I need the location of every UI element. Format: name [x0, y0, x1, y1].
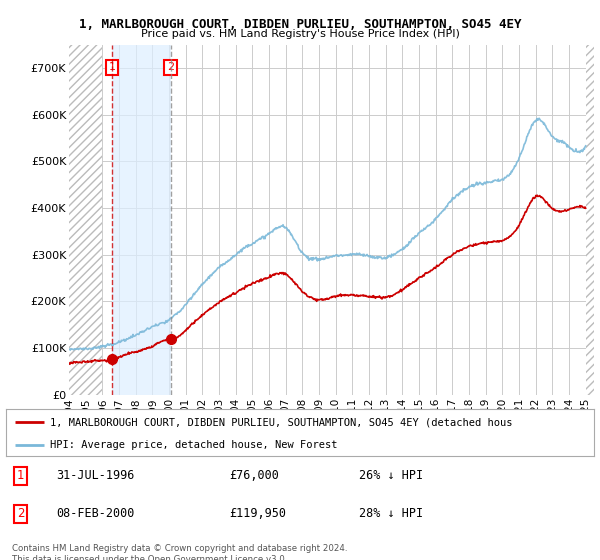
Bar: [69, 45, 103, 395]
Text: £119,950: £119,950: [229, 507, 286, 520]
Text: Contains HM Land Registry data © Crown copyright and database right 2024.
This d: Contains HM Land Registry data © Crown c…: [12, 544, 347, 560]
Text: HPI: Average price, detached house, New Forest: HPI: Average price, detached house, New …: [50, 440, 338, 450]
Text: 1, MARLBOROUGH COURT, DIBDEN PURLIEU, SOUTHAMPTON, SO45 4EY (detached hous: 1, MARLBOROUGH COURT, DIBDEN PURLIEU, SO…: [50, 417, 512, 427]
Text: 1, MARLBOROUGH COURT, DIBDEN PURLIEU, SOUTHAMPTON, SO45 4EY: 1, MARLBOROUGH COURT, DIBDEN PURLIEU, SO…: [79, 18, 521, 31]
Text: 2: 2: [167, 62, 175, 72]
Text: £76,000: £76,000: [229, 469, 280, 482]
Text: Price paid vs. HM Land Registry's House Price Index (HPI): Price paid vs. HM Land Registry's House …: [140, 29, 460, 39]
Bar: [586, 45, 594, 395]
Bar: [586, 45, 594, 395]
Text: 1: 1: [17, 469, 25, 482]
Bar: [69, 45, 103, 395]
Text: 26% ↓ HPI: 26% ↓ HPI: [359, 469, 423, 482]
Text: 28% ↓ HPI: 28% ↓ HPI: [359, 507, 423, 520]
Text: 1: 1: [109, 62, 115, 72]
Text: 2: 2: [17, 507, 25, 520]
Text: 31-JUL-1996: 31-JUL-1996: [56, 469, 134, 482]
Bar: [112, 45, 171, 395]
Text: 08-FEB-2000: 08-FEB-2000: [56, 507, 134, 520]
